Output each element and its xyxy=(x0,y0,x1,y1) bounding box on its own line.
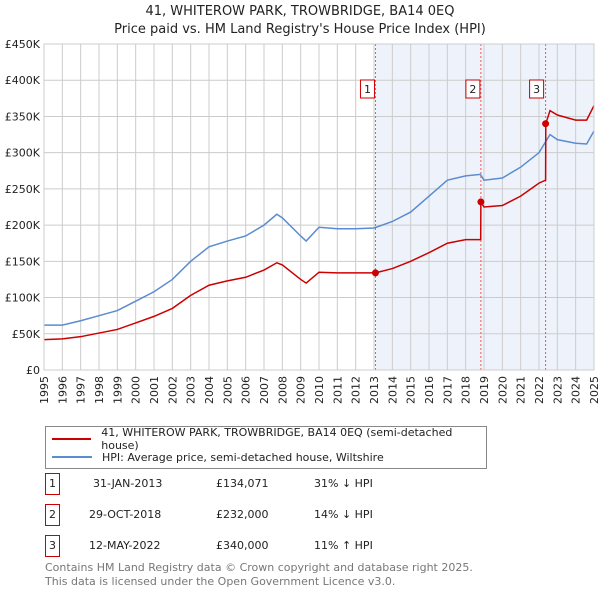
sale-row: 2 29-OCT-2018 £232,000 14% ↓ HPI xyxy=(45,504,600,526)
x-tick-label: 1998 xyxy=(93,376,106,404)
y-tick-label: £100K xyxy=(5,292,41,305)
x-tick-label: 2008 xyxy=(276,376,289,404)
x-tick-label: 2007 xyxy=(258,376,271,404)
x-tick-label: 2000 xyxy=(130,376,143,404)
legend-label: HPI: Average price, semi-detached house,… xyxy=(102,450,384,464)
legend: 41, WHITEROW PARK, TROWBRIDGE, BA14 0EQ … xyxy=(45,426,487,469)
x-tick-label: 2019 xyxy=(478,376,491,404)
legend-swatch xyxy=(52,456,92,458)
chart-subtitle: Price paid vs. HM Land Registry's House … xyxy=(114,22,486,37)
sale-label: 3 xyxy=(533,83,540,96)
y-tick-label: £450K xyxy=(5,38,41,51)
sale-hpi-diff: 11% ↑ HPI xyxy=(314,539,373,552)
x-tick-label: 2012 xyxy=(350,376,363,404)
sale-date: 29-OCT-2018 xyxy=(89,508,162,521)
x-tick-label: 2001 xyxy=(148,376,161,404)
x-tick-label: 2005 xyxy=(221,376,234,404)
sale-label-box xyxy=(529,79,545,99)
x-tick-label: 2006 xyxy=(240,376,253,404)
y-tick-label: £400K xyxy=(5,74,41,87)
sale-hpi-diff: 14% ↓ HPI xyxy=(314,508,373,521)
x-tick-label: 2014 xyxy=(386,376,399,404)
sale-label: 1 xyxy=(364,83,371,96)
sale-row: 3 12-MAY-2022 £340,000 11% ↑ HPI xyxy=(45,535,600,557)
x-tick-label: 2022 xyxy=(533,376,546,404)
sale-number: 2 xyxy=(45,504,60,526)
legend-swatch xyxy=(52,438,92,440)
plot-border xyxy=(43,43,595,371)
sale-price: £232,000 xyxy=(216,508,269,521)
x-tick-label: 2017 xyxy=(441,376,454,404)
x-tick-label: 1999 xyxy=(111,376,124,404)
x-tick-label: 2023 xyxy=(551,376,564,404)
x-tick-label: 2025 xyxy=(588,376,600,404)
sale-label-box xyxy=(359,79,375,99)
x-tick-label: 1996 xyxy=(56,376,69,404)
legend-item-property: 41, WHITEROW PARK, TROWBRIDGE, BA14 0EQ … xyxy=(52,426,486,452)
y-tick-label: £200K xyxy=(5,219,41,232)
series-line-hpi xyxy=(44,130,595,326)
y-tick-label: £350K xyxy=(5,110,41,123)
x-tick-label: 2003 xyxy=(185,376,198,404)
x-tick-label: 1995 xyxy=(38,376,51,404)
sale-point xyxy=(542,120,550,128)
series-line-property xyxy=(43,105,595,341)
footer-text: This data is licensed under the Open Gov… xyxy=(45,575,396,588)
x-tick-label: 2013 xyxy=(368,376,381,404)
footer-text: Contains HM Land Registry data © Crown c… xyxy=(45,561,473,574)
sale-price: £340,000 xyxy=(216,539,269,552)
x-tick-label: 2010 xyxy=(313,376,326,404)
y-tick-label: £250K xyxy=(5,183,41,196)
sale-number: 3 xyxy=(45,535,60,557)
x-tick-label: 2020 xyxy=(496,376,509,404)
x-tick-label: 2015 xyxy=(405,376,418,404)
x-tick-label: 2009 xyxy=(295,376,308,404)
sale-number: 1 xyxy=(45,473,60,495)
chart-title: 41, WHITEROW PARK, TROWBRIDGE, BA14 0EQ xyxy=(145,4,455,19)
sale-point xyxy=(371,269,379,277)
plot-area: 1995 1996 1997 1998 1999 2000 2001 2002 2003 2004… xyxy=(5,38,600,404)
x-tick-label: 2018 xyxy=(460,376,473,404)
sale-price: £134,071 xyxy=(216,477,269,490)
x-tick-label: 2002 xyxy=(166,376,179,404)
legend-item-hpi: HPI: Average price, semi-detached house,… xyxy=(52,449,384,465)
sale-point xyxy=(477,198,485,206)
x-tick-label: 2024 xyxy=(570,376,583,404)
y-tick-label: £150K xyxy=(5,255,41,268)
x-tick-label: 2021 xyxy=(515,376,528,404)
y-tick-label: £0 xyxy=(26,364,40,377)
y-tick-label: £50K xyxy=(12,328,41,341)
legend-label: 41, WHITEROW PARK, TROWBRIDGE, BA14 0EQ … xyxy=(101,426,453,452)
sale-label-box xyxy=(465,79,481,99)
sale-hpi-diff: 31% ↓ HPI xyxy=(314,477,373,490)
y-tick-label: £300K xyxy=(5,147,41,160)
sale-label: 2 xyxy=(469,83,476,96)
x-tick-label: 2004 xyxy=(203,376,216,404)
sale-row: 1 31-JAN-2013 £134,071 31% ↓ HPI xyxy=(45,473,600,495)
x-tick-label: 2011 xyxy=(331,376,344,404)
x-tick-label: 1997 xyxy=(75,376,88,404)
sale-date: 12-MAY-2022 xyxy=(89,539,161,552)
sale-date: 31-JAN-2013 xyxy=(93,477,163,490)
x-tick-label: 2016 xyxy=(423,376,436,404)
